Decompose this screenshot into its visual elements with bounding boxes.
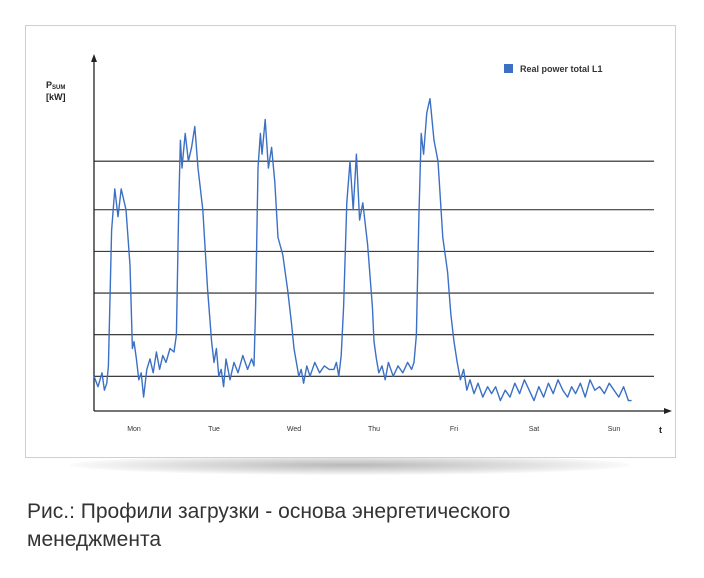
legend: Real power total L1 (504, 64, 603, 74)
x-tick-label-fri: Fri (450, 426, 459, 433)
x-axis-arrow (664, 408, 672, 414)
x-tick-label-thu: Thu (368, 426, 380, 433)
series-line-0 (93, 97, 632, 402)
y-axis-label: PSUM (46, 80, 65, 91)
axes-layer (91, 54, 672, 414)
grid-layer (94, 160, 654, 377)
chart-svg: Mon Tue Wed Thu Fri Sat Sun t PSUM[kW] Real powe… (46, 54, 672, 435)
y-axis-arrow (91, 54, 97, 62)
x-tick-label-sun: Sun (608, 426, 621, 433)
series-layer (93, 97, 632, 402)
y-axis-unit: [kW] (46, 92, 66, 102)
x-tick-label-wed: Wed (287, 426, 301, 433)
x-tick-label-mon: Mon (127, 426, 141, 433)
x-tick-label-sat: Sat (529, 426, 540, 433)
x-axis-label: t (659, 425, 662, 435)
chart-frame: Mon Tue Wed Thu Fri Sat Sun t PSUM [kW] Real powe… (25, 25, 676, 458)
labels-layer: Mon Tue Wed Thu Fri Sat Sun t PSUM[kW] (46, 80, 662, 435)
caption-line-2: менеджмента (27, 528, 162, 551)
figure-caption: Рис.: Профили загрузки - основа энергети… (27, 498, 687, 554)
x-tick-label-tue: Tue (208, 426, 220, 433)
legend-label-0: Real power total L1 (520, 64, 603, 74)
frame-shadow (70, 455, 630, 475)
caption-line-1: Рис.: Профили загрузки - основа энергети… (27, 500, 511, 523)
legend-swatch-0 (504, 64, 513, 73)
